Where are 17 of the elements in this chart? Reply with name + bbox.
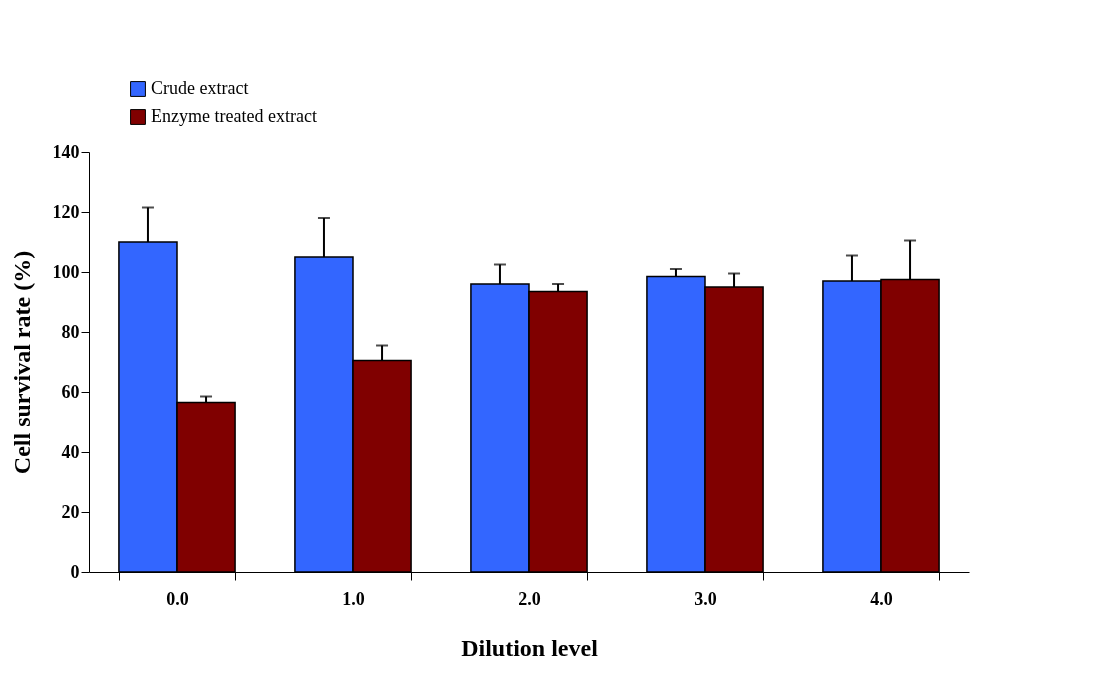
- y-tick-label: 0: [70, 561, 80, 582]
- y-tick-label: 20: [61, 501, 80, 522]
- y-tick-label: 100: [52, 261, 80, 282]
- x-tick-label: 4.0: [870, 588, 893, 609]
- x-axis-title: Dilution level: [461, 634, 599, 661]
- x-tick-label: 3.0: [694, 588, 717, 609]
- y-tick-label: 40: [61, 441, 80, 462]
- y-tick-label: 80: [61, 321, 80, 342]
- legend-label: Enzyme treated extract: [151, 106, 317, 126]
- y-tick-label: 120: [52, 201, 80, 222]
- x-tick-label: 2.0: [518, 588, 541, 609]
- x-tick-label: 0.0: [166, 588, 189, 609]
- legend-label: Crude extract: [151, 78, 249, 98]
- y-tick-label: 140: [52, 141, 80, 162]
- y-tick-label: 60: [61, 381, 80, 402]
- y-axis-title: Cell survival rate (%): [8, 250, 35, 475]
- x-tick-label: 1.0: [342, 588, 365, 609]
